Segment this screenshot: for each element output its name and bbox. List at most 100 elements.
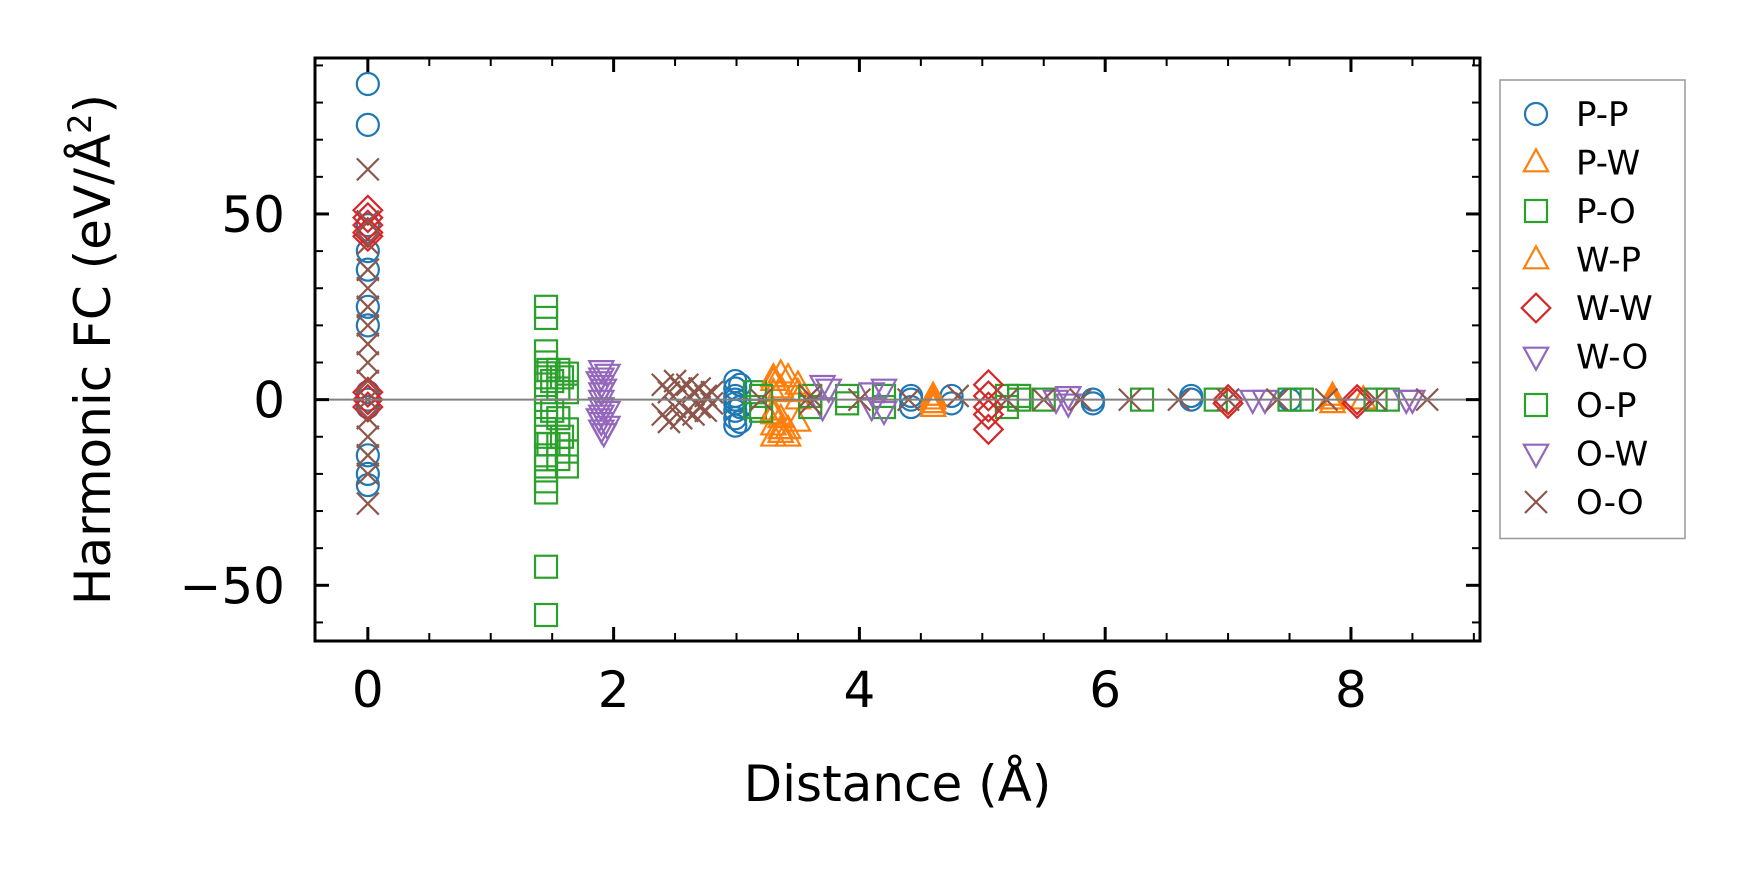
data-point (1042, 389, 1070, 416)
data-point (351, 216, 384, 249)
legend-item: O-O (1524, 483, 1644, 523)
data-point (808, 374, 837, 401)
plot-frame (313, 56, 1482, 643)
data-point (356, 231, 380, 256)
data-point (945, 384, 970, 408)
y-axis-label-superscript: 2 (61, 113, 99, 133)
data-point (554, 454, 580, 479)
data-point (759, 399, 788, 425)
legend-item: P-P (1523, 95, 1629, 135)
legend-label: P-W (1576, 144, 1640, 184)
legend-item: O-W (1522, 435, 1648, 475)
series-o-o (356, 157, 1439, 516)
data-point (723, 413, 748, 438)
series-layer (351, 71, 1439, 628)
data-point (356, 406, 380, 430)
data-point (540, 368, 565, 394)
data-point (351, 209, 384, 241)
data-point (774, 421, 803, 447)
series-p-o (533, 294, 1400, 628)
series-w-w (351, 194, 1373, 446)
legend-item: O-P (1523, 386, 1636, 426)
data-point (798, 391, 823, 416)
data-point (351, 391, 384, 423)
data-point (355, 294, 380, 319)
y-tick-label: −50 (179, 557, 285, 615)
data-point (351, 194, 384, 227)
legend-marker (1522, 147, 1550, 173)
legend-marker (1524, 490, 1548, 514)
legend-marker (1522, 346, 1550, 372)
legend-label: P-O (1576, 192, 1636, 232)
data-point (355, 443, 380, 468)
data-point (533, 554, 559, 579)
series-o-w (584, 371, 1427, 449)
y-axis-label: Harmonic FC (eV/Å2) (61, 94, 122, 605)
data-point (356, 332, 380, 356)
series-p-p (355, 71, 1302, 498)
y-tick-label: 50 (221, 186, 285, 244)
data-point (549, 424, 575, 449)
legend-label: O-W (1576, 435, 1648, 475)
data-point (857, 397, 886, 423)
legend-label: W-O (1576, 338, 1648, 378)
data-point (1398, 389, 1427, 416)
data-point (554, 439, 580, 464)
data-point (356, 295, 380, 319)
data-point (356, 209, 380, 234)
data-point (356, 257, 380, 282)
data-point (766, 402, 795, 429)
data-point (972, 413, 1005, 446)
data-point (742, 380, 768, 405)
data-point (1238, 389, 1267, 416)
data-point (1080, 391, 1105, 416)
data-point (783, 406, 812, 432)
y-axis-label-main: Harmonic FC (eV/Å (64, 134, 122, 605)
data-point (766, 373, 795, 399)
data-point (1212, 383, 1244, 416)
data-point (554, 361, 580, 386)
data-point (355, 213, 380, 238)
data-point (870, 400, 898, 427)
data-point (351, 383, 384, 416)
legend: P-P P-W P-O W-P W-W W-O O-P O-W O-O (1499, 79, 1686, 540)
data-point (1179, 383, 1204, 409)
data-point (593, 400, 622, 427)
x-tick-label: 6 (1089, 661, 1121, 719)
data-point (871, 394, 897, 420)
data-point (1250, 389, 1279, 416)
data-point (533, 424, 559, 449)
legend-item: W-W (1520, 289, 1653, 329)
legend-label: O-P (1576, 386, 1636, 426)
legend-item: P-O (1523, 192, 1636, 232)
data-point (351, 376, 384, 409)
data-point (356, 350, 380, 375)
data-point (549, 365, 575, 390)
data-point (355, 112, 380, 137)
data-point (1341, 387, 1373, 420)
legend-marker (1523, 392, 1549, 418)
data-point (589, 378, 618, 404)
data-point (589, 423, 618, 449)
data-point (356, 424, 380, 449)
x-tick-label: 8 (1335, 661, 1367, 719)
data-point (356, 443, 380, 468)
y-axis-label-tail: ) (64, 94, 122, 114)
data-point (919, 380, 948, 406)
data-point (356, 491, 380, 516)
data-point (783, 369, 812, 395)
data-point (919, 384, 948, 410)
data-point (870, 378, 898, 404)
legend-label: P-P (1576, 95, 1629, 135)
legend-item: W-O (1522, 338, 1648, 378)
data-point (1341, 383, 1373, 416)
data-point (356, 313, 380, 338)
data-point (533, 305, 559, 331)
legend-marker (1522, 244, 1550, 270)
legend-item: P-W (1522, 144, 1640, 184)
x-tick-label: 2 (598, 661, 630, 719)
data-point (748, 383, 774, 409)
data-point (533, 480, 559, 505)
data-point (584, 408, 613, 434)
